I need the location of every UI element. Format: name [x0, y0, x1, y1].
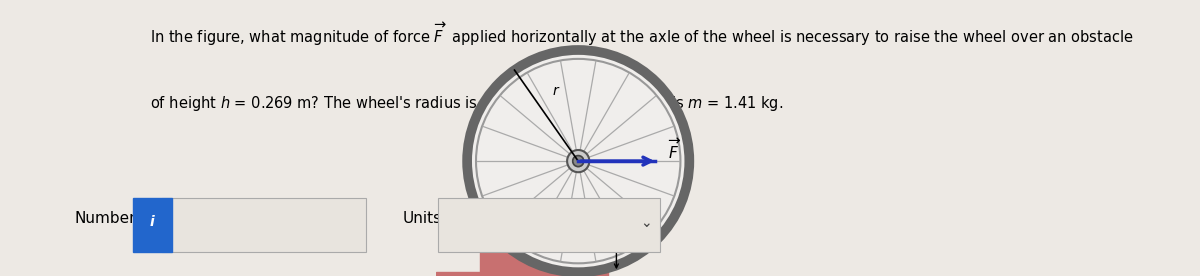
FancyBboxPatch shape [438, 198, 660, 252]
Text: In the figure, what magnitude of force $\overrightarrow{F}$  applied horizontall: In the figure, what magnitude of force $… [150, 20, 1134, 48]
FancyBboxPatch shape [133, 198, 172, 252]
Bar [480, 213, 607, 276]
Circle shape [467, 50, 689, 272]
Text: Units: Units [402, 211, 442, 225]
Text: $\overrightarrow{F}$: $\overrightarrow{F}$ [668, 138, 682, 162]
Bar [436, 272, 578, 276]
Text: $r$: $r$ [552, 84, 560, 98]
Text: $h$: $h$ [628, 236, 636, 250]
Text: Number: Number [74, 211, 136, 225]
Text: i: i [150, 215, 155, 229]
Text: ⌄: ⌄ [640, 216, 652, 230]
Circle shape [572, 156, 583, 167]
Text: of height $h$ = 0.269 m? The wheel's radius is $r$ = 0.505 m and its mass is $m$: of height $h$ = 0.269 m? The wheel's rad… [150, 94, 784, 113]
FancyBboxPatch shape [162, 198, 366, 252]
Circle shape [568, 150, 589, 172]
